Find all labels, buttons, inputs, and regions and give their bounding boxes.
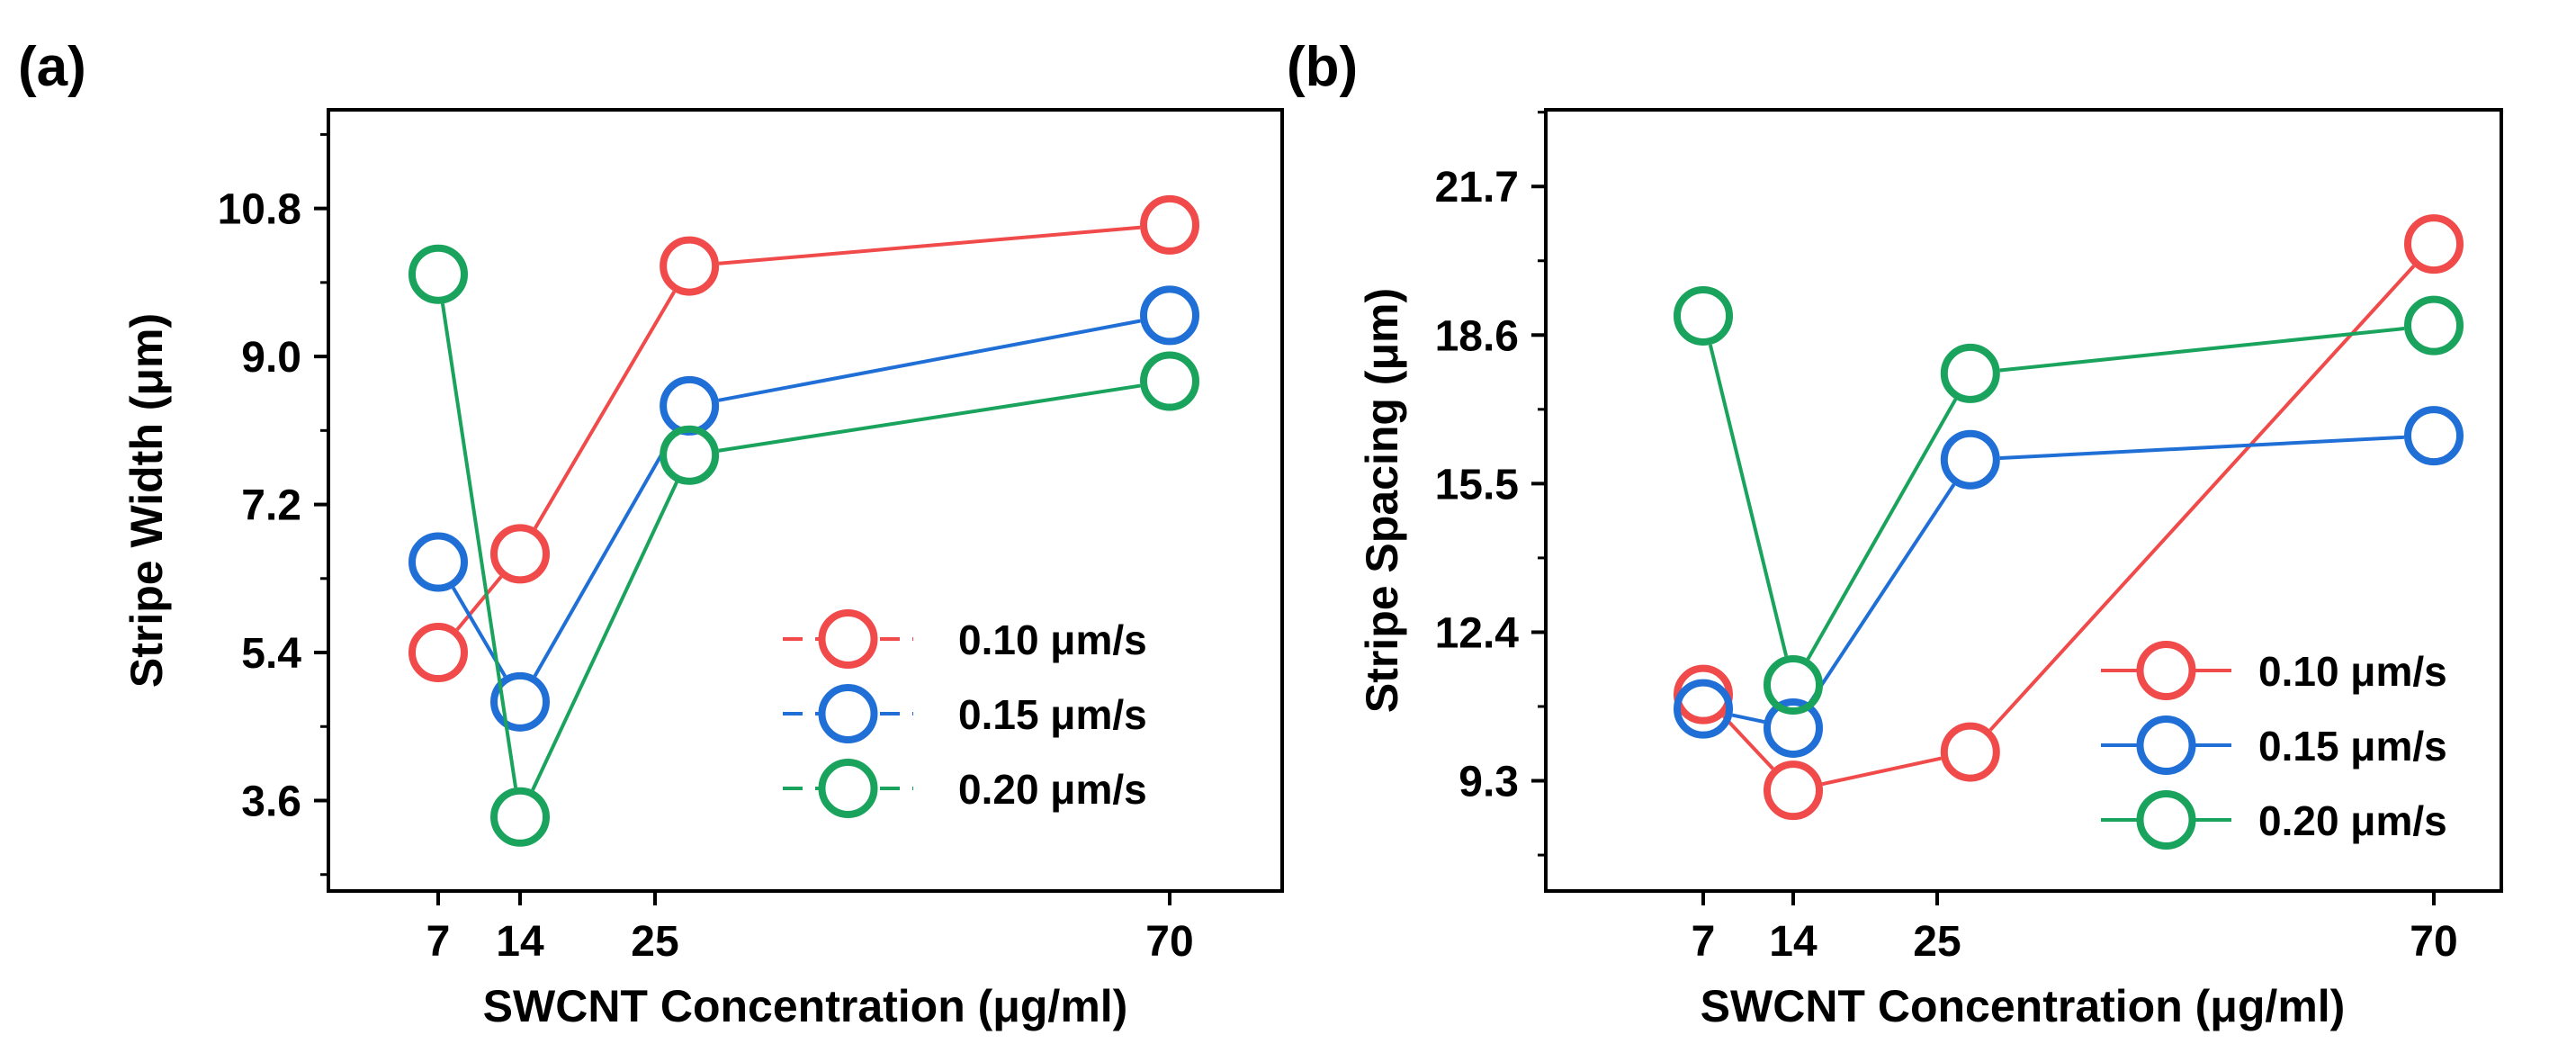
legend-marker bbox=[818, 609, 878, 669]
x-axis-a: 7 14 25 70 bbox=[426, 891, 1194, 966]
plot-frame-b bbox=[1544, 108, 2503, 893]
y-tick-label: 10.8 bbox=[218, 186, 301, 234]
data-point-marker bbox=[1940, 429, 2000, 490]
series-line-segment bbox=[1999, 435, 2405, 461]
data-point-marker bbox=[1674, 664, 1733, 724]
x-tick-label: 7 bbox=[1692, 918, 1716, 966]
data-point-marker bbox=[1140, 285, 1199, 346]
y-tick-label: 15.5 bbox=[1435, 461, 1519, 508]
panel-label-b: (b) bbox=[1287, 36, 1358, 98]
data-point-marker bbox=[1140, 351, 1199, 411]
series-line-segment bbox=[1988, 265, 2416, 732]
data-point-marker bbox=[1764, 655, 1823, 716]
data-point-marker bbox=[660, 425, 720, 485]
data-point-marker bbox=[408, 532, 468, 592]
panel-label-a: (a) bbox=[18, 36, 86, 98]
series-line-segment bbox=[533, 430, 677, 678]
y-tick-label: 7.2 bbox=[241, 482, 301, 530]
data-point-marker bbox=[2404, 295, 2464, 356]
legend-marker bbox=[2136, 641, 2196, 700]
series-group-b bbox=[1674, 214, 2464, 821]
series-line-segment bbox=[455, 575, 503, 631]
data-point-marker bbox=[1140, 194, 1199, 255]
legend-b: 0.10 μm/s 0.15 μm/s 0.20 μm/s bbox=[2101, 641, 2447, 850]
series-line-segment bbox=[718, 383, 1141, 453]
legend-label: 0.20 μm/s bbox=[2258, 797, 2447, 844]
y-axis-b: 9.3 12.4 15.5 18.6 21.7 bbox=[1435, 111, 1546, 857]
legend-a: 0.10 μm/s 0.15 μm/s 0.20 μm/s bbox=[783, 609, 1147, 818]
data-point-marker bbox=[2404, 406, 2464, 466]
legend-label: 0.15 μm/s bbox=[2258, 723, 2447, 770]
legend-label: 0.20 μm/s bbox=[958, 766, 1147, 813]
y-axis-a: 3.6 5.4 7.2 9.0 10.8 bbox=[218, 132, 328, 877]
series-line-segment bbox=[718, 319, 1141, 402]
legend-marker bbox=[818, 759, 878, 818]
panel-b: (b) 9.3 12.4 15.5 18.6 21.7 7 14 25 70 SWCNT Co… bbox=[1287, 36, 2503, 1031]
y-tick-label: 3.6 bbox=[241, 778, 301, 825]
legend-label: 0.10 μm/s bbox=[2258, 648, 2447, 695]
x-tick-label: 7 bbox=[426, 918, 451, 966]
x-tick-label: 25 bbox=[631, 918, 678, 966]
y-tick-label: 12.4 bbox=[1435, 609, 1520, 657]
data-point-marker bbox=[408, 244, 468, 304]
series-line-segment bbox=[1999, 327, 2405, 373]
legend-marker bbox=[2136, 716, 2196, 775]
data-point-marker bbox=[1764, 760, 1823, 821]
data-point-marker bbox=[1674, 285, 1733, 346]
x-tick-label: 70 bbox=[2410, 918, 2457, 966]
y-tick-label: 9.0 bbox=[241, 334, 301, 382]
y-tick-label: 9.3 bbox=[1459, 759, 1519, 806]
series-line-segment bbox=[1731, 713, 1765, 724]
data-point-marker bbox=[1940, 722, 2000, 782]
y-axis-label-b: Stripe Spacing (μm) bbox=[1357, 288, 1407, 713]
x-tick-label: 25 bbox=[1913, 918, 1961, 966]
series-group-a bbox=[408, 194, 1199, 847]
series-line-segment bbox=[1722, 715, 1774, 770]
x-axis-label-a: SWCNT Concentration (μg/ml) bbox=[483, 981, 1128, 1031]
y-axis-label-a: Stripe Width (μm) bbox=[121, 313, 172, 688]
y-tick-label: 5.4 bbox=[241, 630, 301, 678]
series-line-segment bbox=[1806, 398, 1958, 661]
x-tick-label: 70 bbox=[1145, 918, 1193, 966]
x-axis-b: 7 14 25 70 bbox=[1692, 891, 2458, 966]
legend-label: 0.10 μm/s bbox=[958, 616, 1147, 663]
y-tick-label: 18.6 bbox=[1435, 312, 1519, 360]
legend-marker bbox=[818, 684, 878, 743]
x-axis-label-b: SWCNT Concentration (μg/ml) bbox=[1701, 981, 2346, 1031]
series-line-segment bbox=[1708, 344, 1789, 657]
series-line-segment bbox=[440, 303, 518, 788]
data-point-marker bbox=[490, 787, 550, 847]
series-line-segment bbox=[1821, 756, 1942, 787]
series-line-segment bbox=[718, 225, 1141, 266]
data-point-marker bbox=[408, 623, 468, 683]
legend-marker bbox=[2136, 790, 2196, 850]
series-line-segment bbox=[1808, 483, 1956, 705]
data-point-marker bbox=[2404, 214, 2464, 274]
panel-a: (a) 3.6 5.4 7.2 9.0 10.8 7 14 25 70 SWCNT Conce… bbox=[18, 36, 1284, 1031]
x-tick-label: 14 bbox=[1769, 918, 1818, 966]
data-point-marker bbox=[660, 236, 720, 296]
y-tick-label: 21.7 bbox=[1435, 164, 1519, 212]
data-point-marker bbox=[1674, 679, 1733, 739]
data-point-marker bbox=[1940, 343, 2000, 403]
data-point-marker bbox=[1764, 698, 1823, 758]
series-line-segment bbox=[534, 291, 677, 529]
series-line-segment bbox=[531, 481, 678, 791]
plot-frame-a bbox=[327, 108, 1284, 893]
data-point-marker bbox=[490, 524, 550, 584]
data-point-marker bbox=[490, 671, 550, 732]
legend-label: 0.15 μm/s bbox=[958, 691, 1147, 738]
x-tick-label: 14 bbox=[496, 918, 544, 966]
